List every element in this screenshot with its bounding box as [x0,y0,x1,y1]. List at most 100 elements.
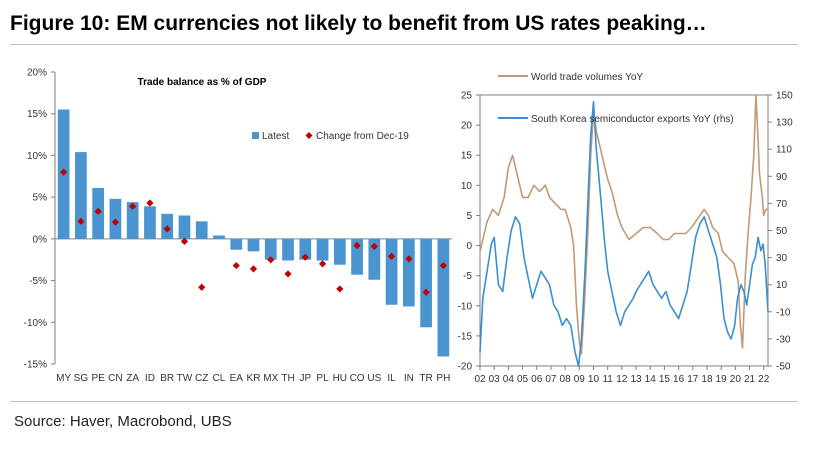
x-tick-label: BR [160,373,174,384]
x-tick-label: 03 [489,374,501,385]
x-tick-label: PE [91,373,105,384]
marker-cn [111,218,120,226]
marker-id [146,199,154,207]
right-tick-label: 30 [776,253,788,264]
left-tick-label: -20 [458,362,473,373]
x-tick-label: 06 [531,374,543,385]
x-tick-label: CZ [195,373,208,384]
right-tick-label: 90 [776,172,788,183]
y-tick-label: -10% [24,318,47,329]
marker-th [284,270,292,278]
bar-us [368,238,381,280]
x-tick-label: TR [419,373,432,384]
marker-sg [77,217,85,225]
left-tick-label: 25 [461,91,473,102]
marker-pl [318,260,327,268]
x-tick-label: 13 [630,374,642,385]
legend-swatch-change [305,132,313,139]
x-tick-label: 10 [588,374,600,385]
chart-title: Trade balance as % of GDP [138,77,267,88]
marker-br [163,225,171,233]
left-tick-label: -5 [463,271,472,282]
x-tick-label: KR [247,373,261,384]
left-tick-label: 15 [461,151,473,162]
title-divider [10,44,798,45]
x-tick-label: 11 [602,374,613,385]
marker-co [353,241,361,250]
trade-volume-chart: 2520151050-5-10-15-201501301109070503010… [458,72,794,385]
left-tick-label: 5 [466,211,472,222]
y-tick-label: 10% [27,151,47,162]
bar-pl [316,238,329,261]
right-tick-label: 130 [776,118,793,129]
right-tick-label: 50 [776,226,788,237]
x-tick-label: PL [316,373,329,384]
y-tick-label: 5% [33,193,48,204]
x-tick-label: JP [299,373,311,384]
trade-balance-chart: 20% 15% 10% 5% 0% -5% -10% -15% Trade balance as… [24,68,452,384]
bar-in [402,238,415,307]
x-tick-label: CN [108,373,122,384]
marker-us [370,242,378,250]
x-tick-label: 08 [560,374,572,385]
left-tick-label: 10 [461,181,473,192]
legend-label-change: Change from Dec-19 [316,131,409,142]
x-tick-label: 14 [645,374,657,385]
marker-tw [180,237,189,245]
marker-hu [336,285,344,293]
marker-in [405,255,413,263]
bar-kr [247,238,260,252]
x-tick-label: 05 [517,374,529,385]
bar-hu [333,238,346,265]
x-tick-label: TW [177,373,193,384]
x-tick-label: 18 [701,374,713,385]
bar-il [385,238,398,305]
marker-ea [232,261,240,270]
y-tick-label: 15% [27,109,47,120]
bar-sg [75,152,87,239]
legend-label-world-trade: World trade volumes YoY [531,72,643,83]
marker-mx [267,256,275,264]
bar-tw [178,215,191,239]
bar-co [351,238,363,275]
source-note: Source: Haver, Macrobond, UBS [14,413,232,430]
x-tick-label: TH [281,373,294,384]
bar-za [126,202,139,239]
x-tick-label: MY [56,373,71,384]
x-tick-label: MX [263,373,278,384]
right-tick-label: 10 [776,280,788,291]
x-tick-label: 04 [503,374,515,385]
marker-cz [198,283,206,291]
bar-cl [213,235,225,239]
marker-pe [94,207,102,215]
right-tick-label: 150 [776,91,793,102]
bar-ph [437,238,450,357]
left-tick-label: 0 [466,241,472,252]
x-tick-label: PH [436,373,450,384]
left-tick-label: -15 [458,331,473,342]
legend-label-latest: Latest [262,131,289,142]
legend-swatch-latest [252,132,259,139]
left-tick-label: 20 [461,121,473,132]
x-tick-label: 20 [730,374,742,385]
right-tick-label: -10 [776,307,791,318]
bar-mx [264,238,277,260]
series-line-world-trade [479,94,768,355]
marker-kr [249,265,258,273]
bar-tr [420,238,432,328]
bar-cz [195,221,208,239]
x-tick-label: CL [213,373,226,384]
x-tick-label: 19 [716,374,728,385]
marker-my [60,168,68,176]
left-tick-label: -10 [458,301,473,312]
x-tick-label: HU [333,373,347,384]
x-tick-label: CO [350,373,365,384]
marker-za [129,202,137,210]
x-tick-label: 12 [616,374,628,385]
right-tick-label: -30 [776,334,791,345]
bar-id [144,206,156,239]
x-tick-label: ID [145,373,155,384]
y-tick-label: -5% [29,276,47,287]
x-tick-label: ZA [126,373,139,384]
x-tick-label: 02 [474,374,486,385]
